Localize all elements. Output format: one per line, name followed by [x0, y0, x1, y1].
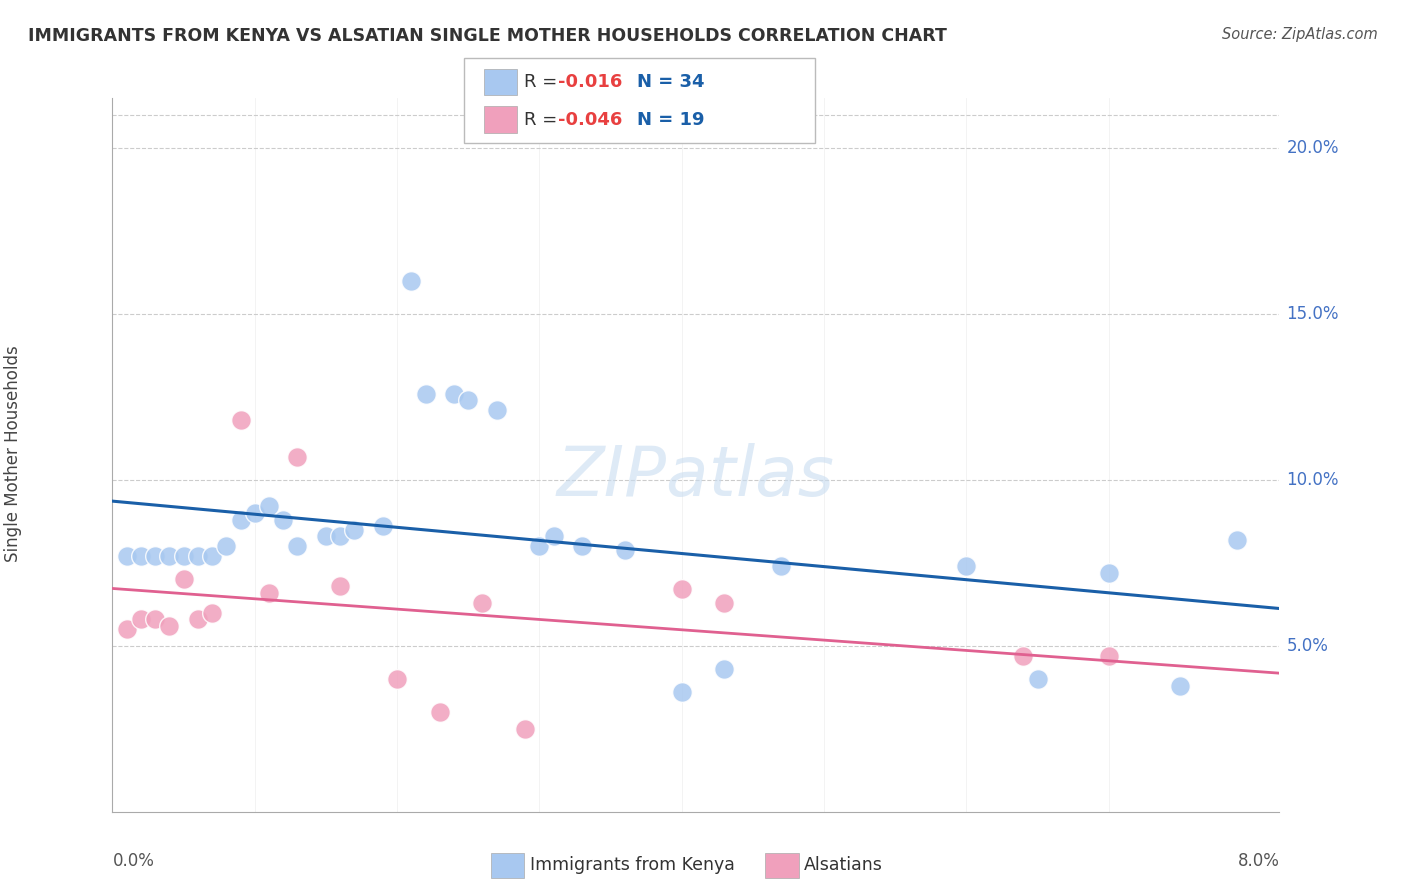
Point — [371, 519, 394, 533]
Text: 15.0%: 15.0% — [1286, 305, 1339, 323]
Point — [1026, 672, 1049, 686]
Text: 5.0%: 5.0% — [1286, 637, 1329, 655]
Point — [187, 549, 209, 563]
Point — [515, 722, 537, 736]
Point — [315, 529, 337, 543]
Point — [143, 612, 166, 626]
Point — [201, 606, 224, 620]
Point — [1168, 679, 1191, 693]
Point — [1226, 533, 1249, 547]
Point — [157, 619, 180, 633]
Text: Source: ZipAtlas.com: Source: ZipAtlas.com — [1222, 27, 1378, 42]
Point — [173, 549, 195, 563]
Text: N = 19: N = 19 — [637, 111, 704, 128]
Text: Single Mother Households: Single Mother Households — [4, 345, 22, 562]
Point — [471, 596, 494, 610]
Point — [329, 529, 352, 543]
Point — [529, 539, 551, 553]
Text: R =: R = — [524, 73, 564, 91]
Point — [201, 549, 224, 563]
Point — [173, 573, 195, 587]
Point — [287, 539, 309, 553]
Point — [157, 549, 180, 563]
Point — [271, 513, 294, 527]
Point — [613, 542, 636, 557]
Point — [329, 579, 352, 593]
Point — [243, 506, 266, 520]
Point — [229, 413, 252, 427]
Point — [129, 549, 152, 563]
Point — [770, 559, 793, 574]
Point — [401, 274, 423, 288]
Point — [429, 705, 451, 719]
Text: 0.0%: 0.0% — [112, 852, 155, 870]
Point — [955, 559, 977, 574]
Text: N = 34: N = 34 — [637, 73, 704, 91]
Text: ZIPatlas: ZIPatlas — [557, 442, 835, 510]
Text: 8.0%: 8.0% — [1237, 852, 1279, 870]
Point — [1098, 566, 1121, 580]
Point — [543, 529, 565, 543]
Text: IMMIGRANTS FROM KENYA VS ALSATIAN SINGLE MOTHER HOUSEHOLDS CORRELATION CHART: IMMIGRANTS FROM KENYA VS ALSATIAN SINGLE… — [28, 27, 948, 45]
Point — [257, 500, 280, 514]
Text: Alsatians: Alsatians — [804, 856, 883, 874]
Point — [385, 672, 408, 686]
Text: 10.0%: 10.0% — [1286, 471, 1339, 489]
Point — [415, 386, 437, 401]
Text: R =: R = — [524, 111, 564, 128]
Point — [571, 539, 593, 553]
Text: Immigrants from Kenya: Immigrants from Kenya — [530, 856, 735, 874]
Point — [1012, 648, 1035, 663]
Point — [187, 612, 209, 626]
Text: 20.0%: 20.0% — [1286, 139, 1339, 157]
Point — [143, 549, 166, 563]
Point — [443, 386, 465, 401]
Point — [129, 612, 152, 626]
Point — [457, 393, 479, 408]
Point — [343, 523, 366, 537]
Point — [485, 403, 508, 417]
Point — [671, 582, 693, 597]
Point — [115, 622, 138, 636]
Point — [257, 585, 280, 599]
Text: -0.016: -0.016 — [558, 73, 623, 91]
Point — [115, 549, 138, 563]
Point — [671, 685, 693, 699]
Text: -0.046: -0.046 — [558, 111, 623, 128]
Point — [215, 539, 238, 553]
Point — [287, 450, 309, 464]
Point — [1098, 648, 1121, 663]
Point — [713, 662, 735, 676]
Point — [713, 596, 735, 610]
Point — [229, 513, 252, 527]
